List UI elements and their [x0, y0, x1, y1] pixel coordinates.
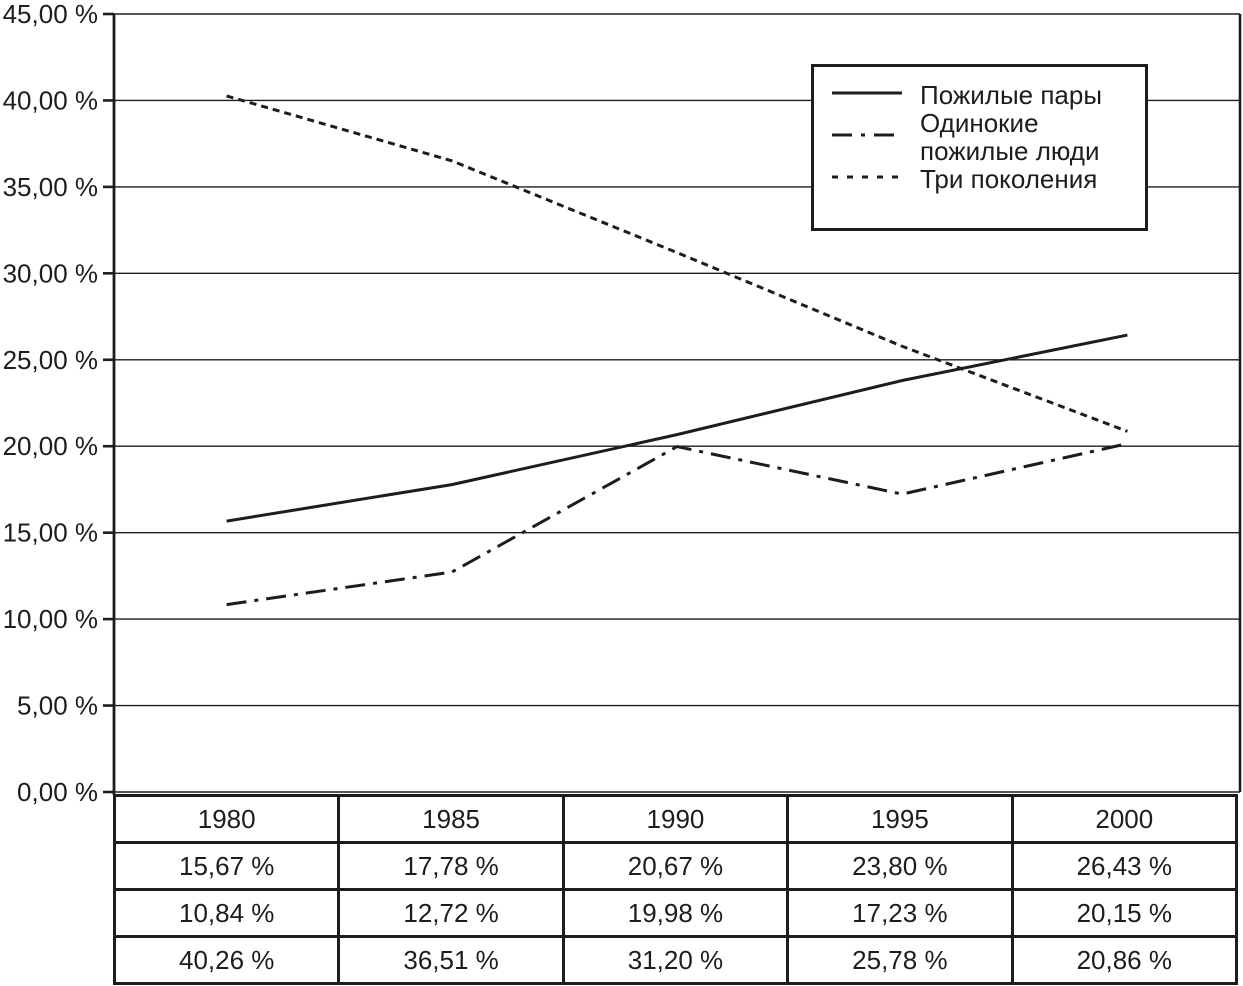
legend-item: Пожилые пары: [828, 81, 1145, 109]
value-cell: 23,80 %: [786, 841, 1014, 891]
y-axis-label: 0,00 %: [17, 777, 98, 807]
year-cell: 1990: [561, 794, 790, 844]
y-axis-label: 10,00 %: [3, 604, 98, 634]
dotted-line-swatch-icon: [828, 167, 920, 192]
y-axis-label: 20,00 %: [3, 431, 98, 461]
legend-label: Пожилые пары: [920, 80, 1102, 110]
legend-label: Три поколения: [920, 164, 1098, 194]
y-axis-label: 15,00 %: [3, 518, 98, 548]
legend-label: Одинокие пожилые люди: [920, 108, 1100, 166]
table-row-series: 40,26 % 36,51 % 31,20 % 25,78 % 20,86 %: [112, 935, 1239, 985]
legend-item: Одинокие пожилые люди: [828, 109, 1145, 165]
value-cell: 26,43 %: [1010, 841, 1239, 891]
table-row-series: 15,67 % 17,78 % 20,67 % 23,80 % 26,43 %: [112, 841, 1239, 891]
year-cell: 1980: [112, 794, 341, 844]
value-cell: 12,72 %: [337, 888, 565, 938]
value-cell: 15,67 %: [112, 841, 341, 891]
year-cell: 2000: [1010, 794, 1239, 844]
value-cell: 31,20 %: [561, 935, 790, 985]
solid-line-swatch-icon: [828, 83, 920, 108]
value-cell: 20,67 %: [561, 841, 790, 891]
table-row-series: 10,84 % 12,72 % 19,98 % 17,23 % 20,15 %: [112, 888, 1239, 938]
value-cell: 10,84 %: [112, 888, 341, 938]
dash-dot-line-swatch-icon: [828, 125, 920, 150]
value-cell: 25,78 %: [786, 935, 1014, 985]
y-axis-label: 40,00 %: [3, 85, 98, 115]
series-line-solid: [226, 333, 1128, 523]
series-line-dash-dot: [226, 442, 1128, 607]
legend-item: Три поколения: [828, 165, 1145, 193]
value-cell: 19,98 %: [561, 888, 790, 938]
value-cell: 17,78 %: [337, 841, 565, 891]
chart-legend: Пожилые пары Одинокие пожилые люди Три пок…: [811, 64, 1148, 231]
year-cell: 1995: [786, 794, 1014, 844]
value-cell: 36,51 %: [337, 935, 565, 985]
y-axis-label: 30,00 %: [3, 258, 98, 288]
data-table: 1980 1985 1990 1995 2000 15,67 % 17,78 % 20,67 …: [112, 794, 1239, 985]
y-axis-label: 5,00 %: [17, 691, 98, 721]
year-cell: 1985: [337, 794, 565, 844]
value-cell: 20,86 %: [1010, 935, 1239, 985]
value-cell: 40,26 %: [112, 935, 341, 985]
y-axis-label: 45,00 %: [3, 0, 98, 29]
value-cell: 17,23 %: [786, 888, 1014, 938]
value-cell: 20,15 %: [1010, 888, 1239, 938]
series-line-dotted: [226, 94, 1128, 433]
y-axis-label: 35,00 %: [3, 172, 98, 202]
table-row-years: 1980 1985 1990 1995 2000: [112, 794, 1239, 844]
y-axis-label: 25,00 %: [3, 345, 98, 375]
